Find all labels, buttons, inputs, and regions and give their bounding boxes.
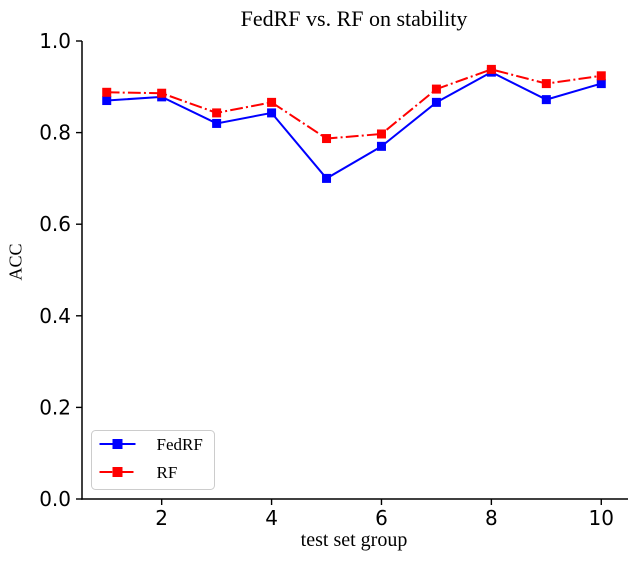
data-point-fedrf xyxy=(102,96,112,106)
data-point-fedrf xyxy=(431,97,441,107)
data-point-fedrf xyxy=(541,95,551,105)
data-point-rf xyxy=(486,64,496,74)
data-point-fedrf xyxy=(212,118,222,128)
data-point-fedrf xyxy=(596,79,606,89)
data-point-rf xyxy=(596,71,606,81)
chart-title: FedRF vs. RF on stability xyxy=(240,6,468,31)
legend-sample-marker-fedrf xyxy=(112,439,123,449)
y-tick-label: 0.8 xyxy=(39,121,71,145)
x-tick-label: 2 xyxy=(155,506,168,530)
series-line-fedrf xyxy=(106,71,602,180)
data-point-rf xyxy=(376,129,386,139)
x-tick-label: 10 xyxy=(589,506,614,530)
data-point-rf xyxy=(541,79,551,89)
data-point-rf xyxy=(102,87,112,97)
series-line-rf xyxy=(106,68,602,140)
x-tick-label: 6 xyxy=(375,506,388,530)
x-axis-label: test set group xyxy=(300,529,408,551)
data-point-rf xyxy=(157,88,167,98)
y-tick-label: 0.4 xyxy=(39,304,71,328)
data-point-rf xyxy=(431,84,441,94)
y-tick-label: 1.0 xyxy=(39,29,71,53)
data-point-fedrf xyxy=(322,173,332,183)
legend-label-fedrf: FedRF xyxy=(157,435,203,454)
data-point-fedrf xyxy=(376,141,386,151)
data-point-rf xyxy=(322,134,332,144)
y-tick-label: 0.2 xyxy=(39,395,71,419)
legend-sample-marker-rf xyxy=(112,467,123,477)
data-point-fedrf xyxy=(267,108,277,118)
y-axis-label: ACC xyxy=(5,243,26,281)
x-tick-label: 8 xyxy=(485,506,498,530)
data-point-rf xyxy=(212,108,222,118)
data-point-rf xyxy=(267,97,277,107)
x-tick-label: 4 xyxy=(265,506,278,530)
legend-label-rf: RF xyxy=(157,463,178,482)
y-tick-label: 0.0 xyxy=(39,487,71,511)
y-tick-label: 0.6 xyxy=(39,212,71,236)
